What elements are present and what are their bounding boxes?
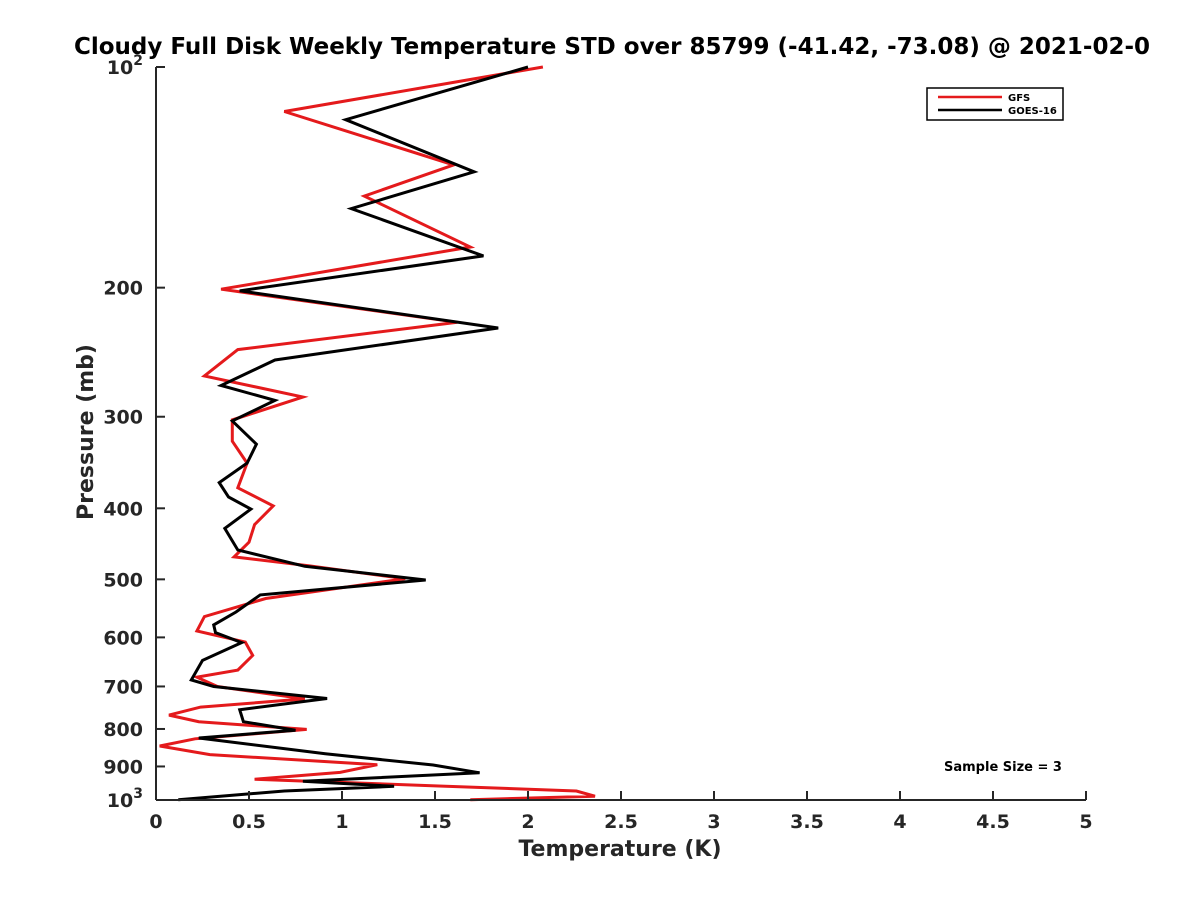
y-tick-label: 400 [103,498,143,520]
y-tick-label: 500 [103,569,143,591]
series-line-gfs [159,65,596,802]
x-tick-label: 0.5 [232,811,266,833]
series-layer [159,65,596,802]
y-tick-label: 800 [103,719,143,741]
x-axis-label: Temperature (K) [518,837,721,862]
y-axis-label: Pressure (mb) [74,344,99,520]
x-tick-label: 3 [707,811,720,833]
y-tick-label: 300 [103,407,143,429]
y-tick-label: 700 [103,676,143,698]
x-tick-label: 4.5 [976,811,1010,833]
x-tick-label: 0 [149,811,162,833]
y-tick-label: 200 [103,278,143,300]
axes-layer [155,67,1086,801]
y-tick-layer: 102 200 300 400 500 600 700 800 900 103 [103,53,165,812]
x-tick-label: 5 [1079,811,1092,833]
y-tick-label: 103 [107,786,143,812]
x-tick-label: 2.5 [604,811,638,833]
y-tick-label: 900 [103,756,143,778]
legend: GFS GOES-16 [926,87,1064,121]
chart-title: Cloudy Full Disk Weekly Temperature STD … [74,34,1150,60]
x-tick-label: 4 [893,811,906,833]
x-tick-label: 1.5 [418,811,452,833]
sample-size-annotation: Sample Size = 3 [944,760,1062,775]
x-tick-layer: 0 0.5 1 1.5 2 2.5 3 3.5 4 4.5 5 [149,791,1093,833]
legend-box [926,87,1064,121]
x-tick-label: 3.5 [790,811,824,833]
x-tick-label: 2 [521,811,534,833]
legend-label-gfs: GFS [1008,93,1030,104]
y-tick-label: 600 [103,627,143,649]
x-tick-label: 1 [335,811,348,833]
series-line-goes-16 [178,65,529,802]
y-tick-label: 102 [107,53,143,79]
legend-label-goes16: GOES-16 [1008,106,1057,117]
